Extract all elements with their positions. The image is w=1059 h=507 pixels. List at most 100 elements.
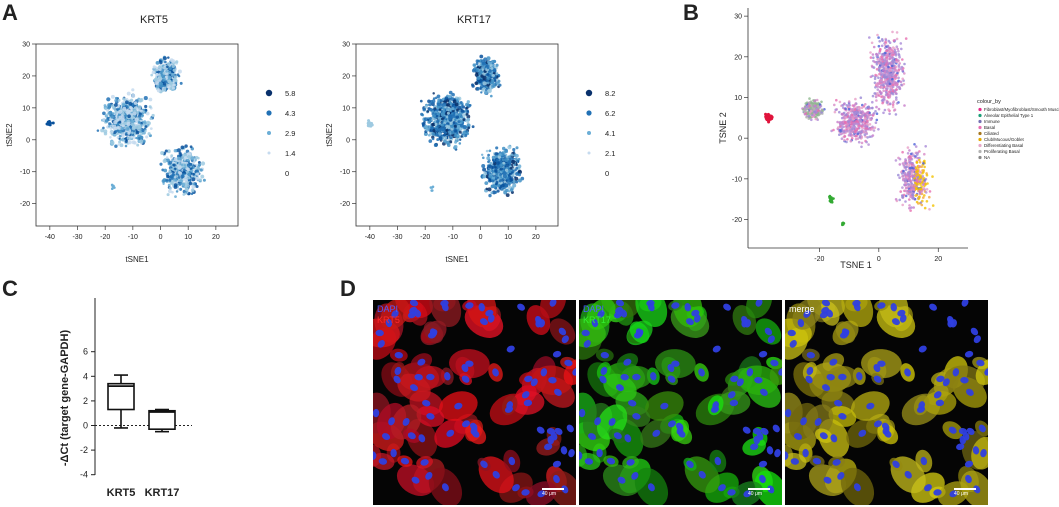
cell-point — [880, 57, 884, 61]
cell-point — [486, 83, 490, 87]
cell-point — [916, 175, 920, 179]
cell-point — [452, 121, 456, 124]
cell-point — [131, 88, 135, 92]
cell-point — [469, 104, 472, 107]
cell-point — [895, 96, 898, 99]
cell-point — [910, 206, 913, 209]
cell-point — [103, 131, 108, 136]
cell-point — [918, 158, 921, 162]
cell-point — [156, 84, 160, 89]
cell-point — [803, 110, 807, 113]
cell-point — [870, 128, 874, 131]
cell-point — [515, 153, 519, 158]
cell-point — [452, 109, 455, 113]
cell-point — [124, 144, 128, 148]
cell-point — [494, 190, 498, 194]
cell-point — [183, 164, 187, 167]
cell-point — [879, 73, 883, 77]
cell-point — [904, 37, 908, 40]
cell-point — [509, 167, 513, 170]
cell-point — [465, 112, 469, 116]
cell-point — [510, 153, 514, 157]
cell-point — [920, 190, 923, 193]
cell-point — [897, 79, 900, 83]
cell-point — [517, 157, 521, 161]
legend-label: Differentiating Basal — [984, 143, 1023, 148]
cell-point — [872, 56, 875, 59]
cell-point — [901, 175, 904, 178]
cell-point — [454, 102, 459, 107]
cell-point — [430, 126, 434, 130]
legend-label: Basal — [984, 125, 995, 130]
cell-point — [847, 111, 850, 115]
cell-point — [151, 113, 155, 118]
cell-point — [497, 79, 501, 83]
cell-point — [143, 96, 148, 101]
cell-point — [481, 88, 486, 92]
legend-label: 2.9 — [285, 129, 295, 138]
cell-point — [466, 100, 470, 104]
cell-point — [898, 87, 902, 91]
cell-point — [895, 31, 899, 34]
cell-point — [865, 115, 869, 118]
cell-point — [135, 130, 140, 135]
cell-point — [368, 121, 372, 125]
cell-point — [802, 108, 805, 111]
cell-point — [460, 109, 465, 113]
ytick-label: -10 — [20, 169, 30, 176]
cell-point — [878, 69, 881, 72]
cell-point — [143, 120, 147, 124]
cell-point — [185, 187, 189, 192]
cell-point — [458, 130, 462, 134]
cell-point — [149, 127, 153, 130]
cell-point — [843, 130, 846, 134]
cell-point — [158, 59, 162, 63]
cell-point — [443, 139, 447, 144]
cell-point — [918, 192, 922, 196]
cell-point — [850, 137, 854, 140]
cell-point — [879, 79, 882, 82]
cell-point — [873, 77, 877, 81]
cell-point — [431, 99, 436, 104]
cell-point — [903, 72, 906, 75]
cell-point — [133, 101, 138, 105]
cell-point — [842, 111, 846, 115]
tsne-krt17-points — [366, 54, 525, 198]
cell-point — [492, 59, 496, 63]
cell-point — [490, 66, 494, 71]
cell-point — [502, 174, 507, 179]
cell-point — [816, 112, 820, 116]
cell-point — [476, 67, 480, 71]
cell-point — [186, 175, 191, 180]
cell-point — [164, 80, 168, 84]
cell-point — [888, 112, 891, 116]
cell-point — [864, 117, 867, 120]
cell-point — [928, 208, 931, 211]
cell-point — [109, 127, 113, 130]
legend-label: 4.3 — [285, 109, 295, 118]
cell-point — [838, 100, 842, 104]
cell-point — [901, 77, 904, 81]
cell-point — [923, 165, 926, 169]
cell-point — [471, 125, 475, 129]
cell-point — [195, 172, 200, 176]
cell-point — [487, 187, 492, 192]
cell-point — [137, 121, 141, 125]
cell-point — [419, 99, 423, 103]
xtick-label: 10 — [184, 234, 192, 241]
cell-point — [460, 120, 464, 123]
cell-point — [517, 173, 522, 177]
cell-point — [124, 114, 128, 118]
cell-point — [162, 88, 167, 92]
cell-point — [515, 146, 519, 150]
cell-point — [168, 189, 172, 194]
cell-point — [804, 102, 808, 105]
cell-point — [121, 118, 125, 122]
cell-point — [898, 55, 901, 59]
cell-point — [864, 103, 867, 106]
cell-point — [891, 72, 894, 75]
cell-point — [147, 132, 151, 136]
cell-point — [460, 116, 464, 119]
cell-point — [158, 76, 162, 80]
